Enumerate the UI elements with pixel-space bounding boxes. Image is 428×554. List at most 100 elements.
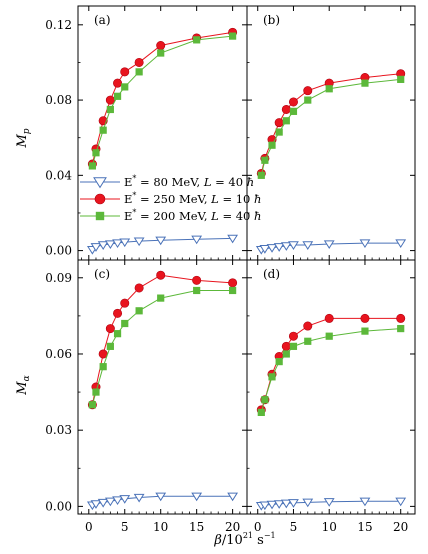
data-point bbox=[121, 319, 129, 328]
data-point bbox=[104, 240, 116, 250]
data-point bbox=[229, 32, 237, 40]
series-line bbox=[91, 289, 233, 405]
data-point bbox=[120, 298, 130, 308]
data-point bbox=[227, 234, 239, 244]
x-tick-label: 10 bbox=[153, 520, 168, 534]
x-tick-label: 20 bbox=[393, 520, 408, 534]
data-point bbox=[134, 57, 144, 67]
legend-marker bbox=[94, 193, 106, 205]
data-point bbox=[157, 294, 165, 302]
panel-frame bbox=[246, 5, 416, 261]
data-point bbox=[280, 242, 292, 251]
data-point bbox=[135, 68, 143, 76]
legend-label: E* = 80 MeV, L = 40 ħ bbox=[124, 174, 254, 189]
series-line bbox=[260, 328, 401, 413]
legend-marker bbox=[93, 177, 107, 189]
data-point bbox=[288, 331, 298, 341]
data-point bbox=[275, 128, 283, 136]
data-point bbox=[273, 500, 285, 509]
data-point bbox=[90, 500, 102, 509]
x-tick-label: 0 bbox=[85, 520, 93, 534]
data-point bbox=[274, 118, 284, 128]
data-point bbox=[360, 313, 370, 323]
data-point bbox=[104, 497, 116, 507]
data-point bbox=[275, 358, 283, 366]
data-point bbox=[325, 332, 333, 340]
data-point bbox=[273, 243, 285, 252]
data-point bbox=[325, 85, 333, 93]
panel-a: 0.00 0.04 0.08 0.12 (a) bbox=[45, 5, 248, 261]
data-point bbox=[302, 498, 314, 508]
series-triangle bbox=[86, 234, 239, 255]
data-point bbox=[113, 308, 123, 318]
series-triangle bbox=[255, 239, 407, 255]
data-point bbox=[191, 235, 203, 245]
series-line bbox=[261, 242, 401, 251]
panel-tag: (d) bbox=[263, 267, 280, 281]
legend-entry-circle: E* = 250 MeV, L = 10 ħ bbox=[80, 191, 261, 206]
x-tick-label: 5 bbox=[121, 520, 129, 534]
data-point bbox=[119, 238, 131, 248]
data-point bbox=[268, 141, 276, 149]
series-circle bbox=[87, 27, 238, 169]
data-point bbox=[261, 156, 269, 164]
data-point bbox=[266, 500, 278, 510]
y-tick-label: 0.06 bbox=[45, 347, 72, 361]
data-point bbox=[156, 270, 166, 280]
series-square bbox=[257, 75, 405, 179]
legend-entry-square: E* = 200 MeV, L = 40 ħ bbox=[80, 208, 261, 223]
data-point bbox=[157, 49, 165, 57]
series-triangle bbox=[255, 497, 407, 511]
panel-d: 0 5 10 15 20 (d) bbox=[246, 259, 416, 534]
data-point bbox=[280, 499, 292, 509]
series-line bbox=[91, 274, 233, 405]
data-point bbox=[304, 337, 312, 345]
data-point bbox=[303, 321, 313, 331]
data-point bbox=[105, 324, 115, 334]
data-point bbox=[282, 117, 290, 125]
data-point bbox=[112, 496, 123, 506]
data-point bbox=[259, 501, 271, 511]
data-point bbox=[361, 327, 369, 335]
data-point bbox=[120, 67, 130, 77]
series-line bbox=[261, 500, 401, 507]
y-tick-label: 0.09 bbox=[45, 271, 72, 285]
y-tick-label: 0.12 bbox=[45, 18, 72, 32]
chart-panels: 0.00 0.04 0.08 0.12 (a) (b) 0 5 10 15 20 0.00 0.03 0.… bbox=[45, 5, 416, 534]
data-point bbox=[97, 498, 109, 508]
series-triangle bbox=[86, 492, 239, 511]
y-axis-title-bottom: Mα bbox=[15, 375, 32, 395]
panel-b: (b) bbox=[246, 5, 416, 261]
data-point bbox=[193, 286, 201, 295]
panel-tag: (c) bbox=[94, 267, 110, 281]
data-point bbox=[155, 492, 167, 502]
series-line bbox=[91, 31, 233, 165]
data-point bbox=[192, 275, 202, 285]
data-point bbox=[396, 313, 406, 323]
data-point bbox=[193, 36, 201, 44]
x-tick-label: 0 bbox=[254, 520, 262, 534]
data-point bbox=[324, 313, 334, 323]
data-point bbox=[227, 492, 239, 502]
data-point bbox=[302, 241, 314, 250]
data-point bbox=[97, 241, 109, 250]
data-point bbox=[133, 237, 145, 247]
data-point bbox=[359, 239, 371, 249]
x-tick-label: 15 bbox=[189, 520, 204, 534]
data-point bbox=[289, 342, 298, 350]
data-point bbox=[229, 286, 237, 295]
legend-label: E* = 200 MeV, L = 40 ħ bbox=[124, 208, 261, 223]
data-point bbox=[282, 350, 290, 358]
data-point bbox=[397, 75, 405, 83]
data-point bbox=[304, 96, 312, 104]
data-point bbox=[133, 493, 145, 503]
data-point bbox=[105, 95, 115, 105]
y-axis-title-top: Mp bbox=[15, 128, 32, 148]
data-point bbox=[281, 341, 291, 351]
data-point bbox=[99, 363, 107, 371]
series-square bbox=[88, 32, 237, 170]
axis-titles: Mp Mα β/1021 s−1 bbox=[15, 128, 276, 548]
data-point bbox=[266, 244, 278, 253]
legend-label: E* = 250 MeV, L = 10 ħ bbox=[124, 191, 261, 206]
